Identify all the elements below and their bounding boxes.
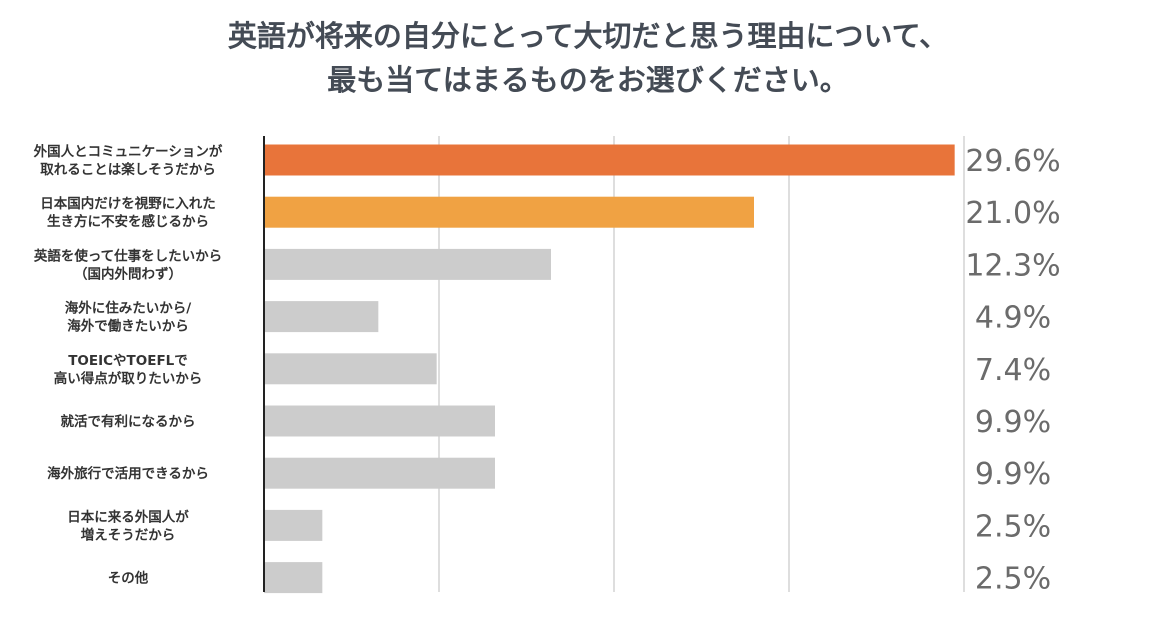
category-label: その他 [108, 570, 149, 587]
value-label: 7.4% [975, 353, 1051, 388]
value-label: 2.5% [975, 509, 1051, 544]
category-label: 海外に住みたいから/海外で働きたいから [65, 300, 191, 335]
bar [264, 248, 551, 280]
bar [264, 144, 955, 176]
chart-title: 英語が将来の自分にとって大切だと思う理由について、 最も当てはまるものをお選びく… [0, 14, 1176, 102]
bar [264, 562, 323, 594]
bar [264, 196, 754, 228]
chart-title-line-2: 最も当てはまるものをお選びください。 [327, 63, 849, 97]
category-label: TOEICやTOEFLで高い得点が取りたいから [54, 353, 203, 387]
bar [264, 301, 379, 333]
value-label: 12.3% [965, 248, 1060, 283]
value-label: 29.6% [965, 144, 1060, 179]
value-label: 21.0% [965, 196, 1060, 231]
category-label: 海外旅行で活用できるから [47, 465, 209, 482]
value-label: 9.9% [975, 457, 1051, 492]
bar [264, 405, 495, 437]
bar [264, 457, 495, 489]
category-label: 就活で有利になるから [61, 413, 196, 430]
value-label: 4.9% [975, 301, 1051, 336]
value-label: 2.5% [975, 562, 1051, 597]
chart-title-line-1: 英語が将来の自分にとって大切だと思う理由について、 [227, 19, 949, 53]
category-label: 日本に来る外国人が増えそうだから [67, 508, 189, 543]
bar [264, 509, 323, 541]
category-label: 外国人とコミュニケーションが取れることは楽しそうだから [34, 143, 223, 178]
category-label: 日本国内だけを視野に入れた生き方に不安を感じるから [40, 195, 216, 230]
value-label: 9.9% [975, 405, 1051, 440]
bar [264, 353, 437, 385]
category-label: 英語を使って仕事をしたいから（国内外問わず） [33, 247, 222, 282]
